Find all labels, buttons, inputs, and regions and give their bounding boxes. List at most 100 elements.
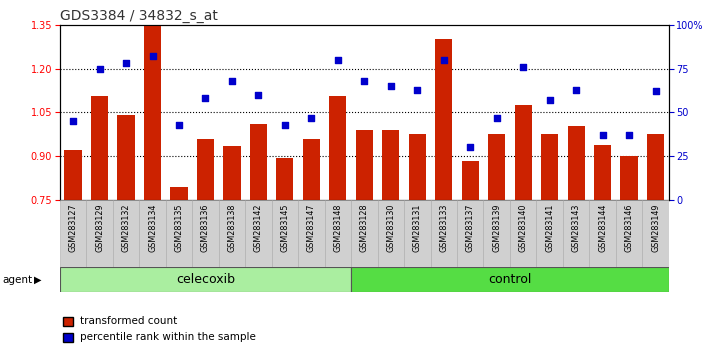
FancyBboxPatch shape	[484, 200, 510, 267]
Point	[465, 144, 476, 150]
Bar	[435, 39, 453, 200]
Point	[517, 64, 529, 70]
FancyBboxPatch shape	[245, 200, 272, 267]
Point	[147, 53, 158, 59]
Text: GSM283144: GSM283144	[598, 203, 607, 252]
Text: GSM283147: GSM283147	[307, 203, 316, 252]
Point	[385, 83, 396, 89]
Point	[597, 132, 608, 138]
Bar	[250, 124, 267, 200]
Point	[491, 115, 503, 120]
Text: GSM283133: GSM283133	[439, 203, 448, 252]
Text: GSM283145: GSM283145	[280, 203, 289, 252]
FancyBboxPatch shape	[298, 200, 325, 267]
Text: GSM283131: GSM283131	[413, 203, 422, 252]
Bar	[462, 161, 479, 200]
Point	[306, 115, 317, 120]
Bar	[488, 134, 505, 200]
Bar	[144, 25, 161, 200]
Point	[624, 132, 635, 138]
Text: GSM283139: GSM283139	[492, 203, 501, 252]
Text: GSM283130: GSM283130	[386, 203, 396, 252]
FancyBboxPatch shape	[113, 200, 139, 267]
Point	[173, 122, 184, 127]
Text: agent: agent	[2, 275, 32, 285]
Text: GSM283142: GSM283142	[254, 203, 263, 252]
FancyBboxPatch shape	[351, 267, 669, 292]
Text: GSM283137: GSM283137	[466, 203, 474, 252]
FancyBboxPatch shape	[510, 200, 536, 267]
Bar	[118, 115, 134, 200]
Text: GSM283140: GSM283140	[519, 203, 528, 252]
Point	[94, 66, 105, 72]
FancyBboxPatch shape	[377, 200, 404, 267]
Point	[570, 87, 582, 92]
Text: GSM283149: GSM283149	[651, 203, 660, 252]
Bar	[276, 158, 294, 200]
Point	[544, 97, 555, 103]
Bar	[91, 96, 108, 200]
FancyBboxPatch shape	[351, 200, 377, 267]
Bar	[382, 130, 399, 200]
Bar	[329, 96, 346, 200]
Bar	[515, 105, 532, 200]
Bar	[65, 150, 82, 200]
FancyBboxPatch shape	[139, 200, 165, 267]
Text: GSM283146: GSM283146	[624, 203, 634, 252]
Text: control: control	[489, 273, 532, 286]
FancyBboxPatch shape	[616, 200, 642, 267]
FancyBboxPatch shape	[589, 200, 616, 267]
Text: GSM283135: GSM283135	[175, 203, 184, 252]
FancyBboxPatch shape	[60, 200, 87, 267]
Text: GSM283148: GSM283148	[333, 203, 342, 252]
Text: transformed count: transformed count	[80, 316, 177, 326]
Point	[200, 96, 211, 101]
Point	[279, 122, 291, 127]
Point	[332, 57, 344, 63]
FancyBboxPatch shape	[87, 200, 113, 267]
Text: GSM283134: GSM283134	[148, 203, 157, 252]
Point	[120, 61, 132, 66]
FancyBboxPatch shape	[192, 200, 219, 267]
Text: celecoxib: celecoxib	[176, 273, 235, 286]
Text: GSM283132: GSM283132	[122, 203, 130, 252]
Text: ▶: ▶	[34, 275, 42, 285]
Bar	[223, 146, 241, 200]
Bar	[170, 187, 187, 200]
Text: percentile rank within the sample: percentile rank within the sample	[80, 332, 256, 342]
Text: GSM283129: GSM283129	[95, 203, 104, 252]
FancyBboxPatch shape	[431, 200, 457, 267]
Bar	[567, 126, 585, 200]
FancyBboxPatch shape	[536, 200, 563, 267]
FancyBboxPatch shape	[219, 200, 245, 267]
Bar	[197, 139, 214, 200]
Bar	[620, 156, 638, 200]
Bar	[594, 144, 611, 200]
Text: GSM283128: GSM283128	[360, 203, 369, 252]
Text: GDS3384 / 34832_s_at: GDS3384 / 34832_s_at	[60, 9, 218, 23]
Text: GSM283141: GSM283141	[545, 203, 554, 252]
FancyBboxPatch shape	[272, 200, 298, 267]
Text: GSM283138: GSM283138	[227, 203, 237, 252]
Text: GSM283127: GSM283127	[68, 203, 77, 252]
Bar	[303, 139, 320, 200]
Point	[438, 57, 449, 63]
Point	[412, 87, 423, 92]
FancyBboxPatch shape	[563, 200, 589, 267]
FancyBboxPatch shape	[325, 200, 351, 267]
Bar	[408, 134, 426, 200]
Point	[358, 78, 370, 84]
Point	[253, 92, 264, 98]
Point	[650, 88, 661, 94]
Bar	[541, 134, 558, 200]
FancyBboxPatch shape	[60, 267, 351, 292]
FancyBboxPatch shape	[404, 200, 431, 267]
FancyBboxPatch shape	[642, 200, 669, 267]
Text: GSM283143: GSM283143	[572, 203, 581, 252]
Point	[226, 78, 237, 84]
Text: GSM283136: GSM283136	[201, 203, 210, 252]
Bar	[647, 134, 664, 200]
Point	[68, 118, 79, 124]
FancyBboxPatch shape	[165, 200, 192, 267]
Bar	[356, 130, 373, 200]
